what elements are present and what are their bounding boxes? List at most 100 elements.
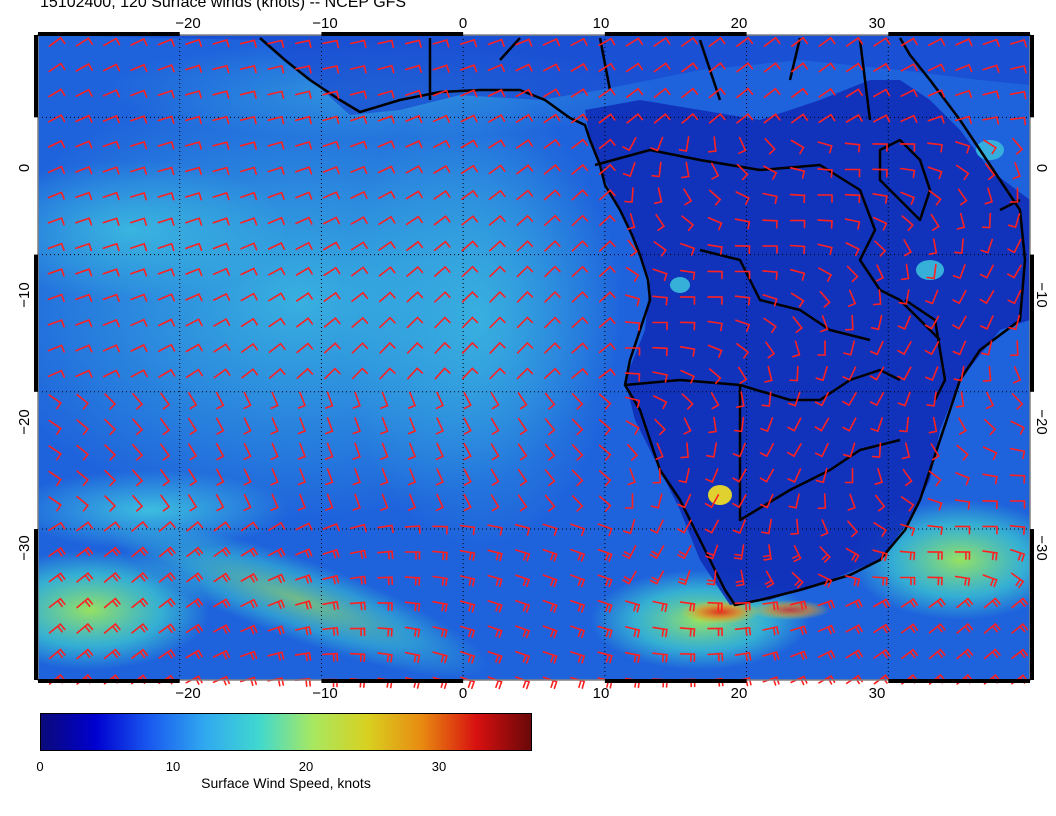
wind-barb xyxy=(103,648,121,660)
wind-barb xyxy=(734,270,751,280)
wind-barb xyxy=(765,341,776,359)
wind-barb xyxy=(817,599,835,610)
wind-barb xyxy=(872,193,888,204)
wind-barb xyxy=(515,599,531,613)
wind-barb xyxy=(463,494,472,512)
wind-barb xyxy=(599,240,616,252)
wind-barb xyxy=(626,112,644,124)
wind-barb xyxy=(623,519,636,535)
wind-barb xyxy=(980,340,993,356)
wind-barb xyxy=(76,648,94,660)
wind-barb xyxy=(267,115,285,125)
wind-barb xyxy=(791,36,809,47)
wind-barb xyxy=(461,367,479,380)
wind-barb xyxy=(378,190,396,200)
wind-barb xyxy=(979,290,995,305)
wind-barb xyxy=(900,63,918,72)
wind-barb xyxy=(928,238,938,255)
wind-barb xyxy=(103,622,121,634)
wind-barb xyxy=(324,367,341,380)
wind-barb xyxy=(160,392,171,410)
wind-barb xyxy=(379,367,396,380)
wind-barb xyxy=(212,39,230,48)
wind-barb xyxy=(460,651,476,664)
wind-barb xyxy=(844,142,861,153)
wind-barb xyxy=(268,267,286,276)
wind-barb xyxy=(982,365,992,382)
wind-barb xyxy=(955,38,973,47)
wind-barb xyxy=(624,396,641,409)
wind-barb xyxy=(814,391,829,407)
wind-barb xyxy=(349,64,367,74)
wind-barb xyxy=(762,601,779,611)
wind-barb xyxy=(267,625,285,635)
wind-barb xyxy=(736,112,754,124)
wind-barb xyxy=(488,114,506,123)
wind-barb xyxy=(958,417,967,435)
wind-barb xyxy=(489,341,506,354)
wind-barb xyxy=(652,395,668,410)
wind-barb xyxy=(351,266,369,277)
wind-barb xyxy=(322,165,340,175)
wind-barb xyxy=(47,242,65,251)
wind-barb xyxy=(738,136,747,155)
wind-barb xyxy=(763,62,781,73)
wind-barb xyxy=(1009,64,1027,74)
wind-barb xyxy=(652,321,668,331)
wind-barb xyxy=(598,316,616,328)
wind-barb xyxy=(185,293,203,302)
wind-barb xyxy=(213,368,231,379)
wind-barb xyxy=(380,417,389,435)
wind-barb xyxy=(709,189,722,206)
wind-barb xyxy=(873,522,888,537)
wind-barb xyxy=(103,37,121,47)
wind-barb xyxy=(736,163,749,181)
wind-barb xyxy=(871,442,882,458)
wind-barb xyxy=(738,366,748,384)
wind-barb xyxy=(870,417,883,433)
wind-barb xyxy=(296,367,314,379)
wind-barb xyxy=(791,571,804,589)
wind-barb xyxy=(791,62,809,73)
wind-barb xyxy=(624,347,641,356)
wind-barb xyxy=(899,550,916,561)
wind-barb xyxy=(131,622,149,634)
wind-barb xyxy=(377,602,393,611)
wind-barb xyxy=(488,214,506,226)
wind-barb xyxy=(544,342,561,354)
wind-barb xyxy=(982,64,1000,73)
wind-barb xyxy=(817,573,833,588)
wind-barb xyxy=(983,597,1001,609)
wind-barb xyxy=(571,367,589,379)
wind-barb xyxy=(927,89,945,98)
wind-barb xyxy=(102,166,120,175)
wind-barb xyxy=(571,265,589,278)
wind-barb xyxy=(515,63,533,72)
wind-barb xyxy=(680,242,696,256)
wind-barb xyxy=(297,493,307,511)
wind-barb xyxy=(322,574,340,585)
wind-barb xyxy=(188,468,198,486)
wind-barb xyxy=(1011,393,1024,410)
colorbar-tick: 0 xyxy=(36,759,44,774)
wind-barb xyxy=(845,62,863,73)
wind-barb xyxy=(325,417,334,435)
wind-barb xyxy=(185,90,202,99)
wind-barb xyxy=(379,316,396,329)
wind-barb xyxy=(75,140,93,149)
wind-barb xyxy=(267,64,285,74)
wind-barb xyxy=(732,494,747,509)
wind-barb xyxy=(707,627,723,637)
wind-barb xyxy=(432,525,448,535)
wind-barb xyxy=(735,569,745,587)
wind-barb xyxy=(240,242,258,251)
colorbar-tick: 30 xyxy=(431,759,447,774)
wind-barb xyxy=(652,652,668,663)
wind-barb xyxy=(736,391,745,408)
wind-barb xyxy=(405,140,423,149)
wind-barb xyxy=(677,519,692,534)
wind-barb xyxy=(75,217,93,226)
wind-barb xyxy=(349,601,366,611)
wind-barb xyxy=(377,627,393,637)
wind-barb xyxy=(241,368,259,379)
